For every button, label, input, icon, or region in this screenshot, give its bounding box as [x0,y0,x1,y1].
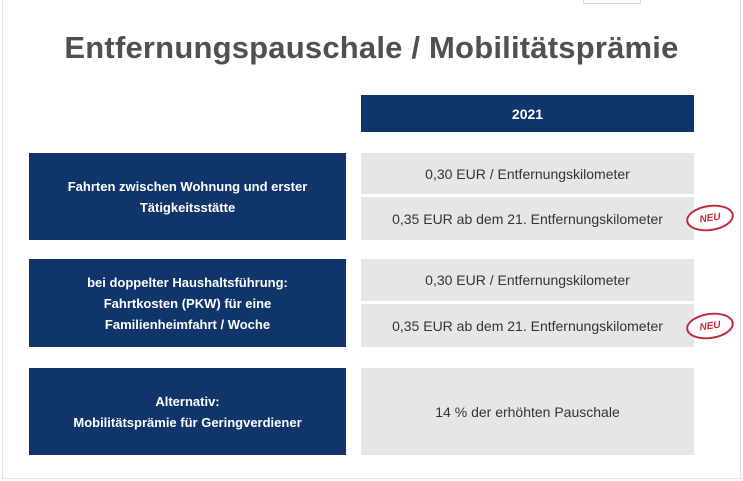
label-line: Mobilitätsprämie für Geringverdiener [73,414,302,430]
value-cell-commute-base: 0,30 EUR / Entfernungskilometer [361,153,694,194]
label-line: Fahrten zwischen Wohnung und erster [67,178,308,194]
row-label-commute: Fahrten zwischen Wohnung und erster Täti… [29,153,346,240]
label-line: Tätigkeitsstätte [139,199,236,215]
label-line: Fahrtkosten (PKW) für eine [103,295,272,311]
row-label-mobility-bonus: Alternativ: Mobilitätsprämie für Geringv… [29,368,346,455]
label-line: Alternativ: [155,393,220,409]
row-label-double-household: bei doppelter Haushaltsführung: Fahrtkos… [29,259,346,347]
label-line: bei doppelter Haushaltsführung: [87,274,288,290]
top-tab-decoration [583,0,641,4]
value-cell-household-base: 0,30 EUR / Entfernungskilometer [361,259,694,301]
year-column-header: 2021 [361,95,694,132]
value-cell-household-increased: 0,35 EUR ab dem 21. Entfernungskilometer [361,304,694,347]
label-line: Familienheimfahrt / Woche [104,316,271,332]
value-cell-mobility-bonus: 14 % der erhöhten Pauschale [361,368,694,455]
page-title: Entfernungspauschale / Mobilitätsprämie [64,30,679,65]
value-cell-commute-increased: 0,35 EUR ab dem 21. Entfernungskilometer [361,197,694,240]
